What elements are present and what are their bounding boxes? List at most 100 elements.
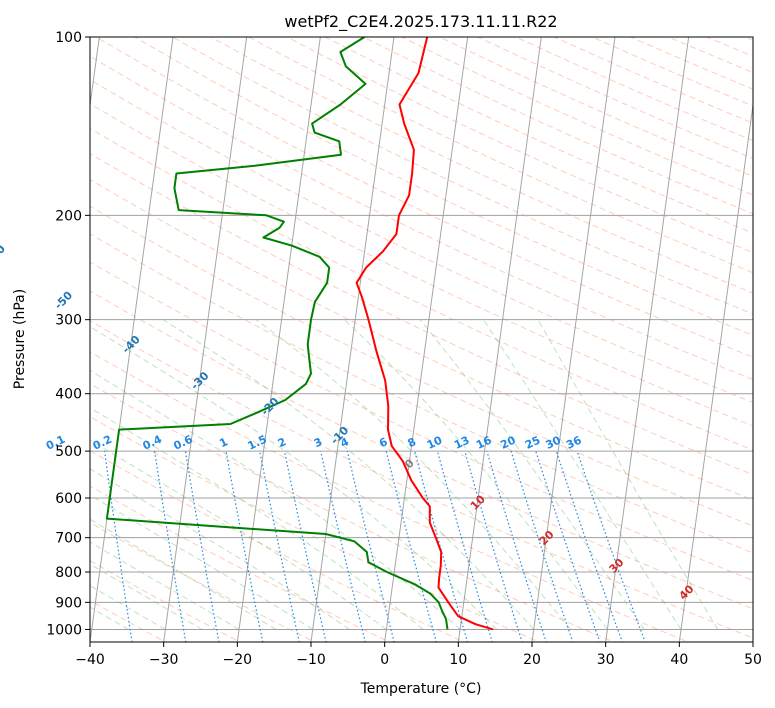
dry-adiabat xyxy=(90,450,466,642)
y-tick-label: 200 xyxy=(55,208,82,224)
mixing-ratio-label: 13 xyxy=(452,434,471,452)
mixing-ratio-label: 20 xyxy=(498,433,518,451)
moist-adiabat xyxy=(255,319,571,630)
profile-lines xyxy=(105,37,494,631)
x-tick-label: −40 xyxy=(75,652,105,668)
dry-adiabat xyxy=(134,37,753,336)
dry-adiabat xyxy=(439,37,753,178)
x-tick-label: 20 xyxy=(523,652,541,668)
mixing-ratio-line xyxy=(414,450,469,642)
mixing-ratio-line xyxy=(535,450,601,642)
mixing-ratio-line xyxy=(555,450,623,642)
dewpoint-profile-line xyxy=(105,37,449,630)
x-tick-label: 50 xyxy=(744,652,762,668)
y-tick-label: 1000 xyxy=(46,622,82,638)
mixing-ratio-label: 16 xyxy=(474,433,494,451)
mixing-ratio-line xyxy=(154,451,187,642)
isotherm-label: 10 xyxy=(468,492,488,512)
moist-adiabat xyxy=(90,439,387,630)
mixing-ratio-label: 30 xyxy=(543,433,563,451)
mixing-ratio-line xyxy=(283,450,327,642)
mixing-ratio-label: 2 xyxy=(276,435,288,450)
moist-adiabat xyxy=(419,319,645,630)
moist-adiabat xyxy=(90,585,166,630)
isotherm xyxy=(163,37,248,642)
dry-adiabat xyxy=(90,261,753,582)
isotherm-label: -40 xyxy=(120,333,143,356)
y-axis-label: Pressure (hPa) xyxy=(12,289,28,389)
dry-adiabat xyxy=(210,37,753,294)
y-tick-label: 700 xyxy=(55,531,82,547)
dry-adiabat xyxy=(90,233,753,554)
dry-adiabat xyxy=(90,522,316,642)
moist-adiabat xyxy=(90,407,424,630)
isotherm xyxy=(752,638,753,642)
mixing-ratio-line xyxy=(510,450,574,642)
x-tick-label: 40 xyxy=(670,652,688,668)
isotherm xyxy=(236,37,321,642)
dry-adiabat xyxy=(286,37,753,254)
x-tick-label: 0 xyxy=(380,652,389,668)
x-tick-label: −30 xyxy=(149,652,179,668)
mixing-ratio-line xyxy=(184,451,220,642)
moist-adiabat xyxy=(90,518,277,630)
y-tick-label: 500 xyxy=(55,444,82,460)
dry-adiabat xyxy=(706,37,753,57)
moist-adiabat xyxy=(162,319,535,630)
x-axis-label: Temperature (°C) xyxy=(360,681,482,697)
plot-frame xyxy=(89,36,754,643)
isotherm-label: 20 xyxy=(537,528,557,548)
isotherm-label: -60 xyxy=(0,242,8,265)
y-tick-label: 600 xyxy=(55,491,82,507)
isotherm-label: -20 xyxy=(258,395,281,418)
isotherm xyxy=(678,101,753,642)
dry-adiabat xyxy=(90,79,753,404)
mixing-ratio-label: 0.6 xyxy=(171,433,194,453)
mixing-ratio-line xyxy=(346,450,395,642)
mixing-ratio-label: 8 xyxy=(406,435,418,450)
mixing-ratio-label: 6 xyxy=(377,435,390,450)
y-tick-label: 800 xyxy=(55,565,82,581)
dry-adiabat xyxy=(515,37,753,142)
mixing-ratio-line xyxy=(385,450,438,642)
mixing-ratio-line xyxy=(104,451,133,642)
dry-adiabat xyxy=(90,560,242,642)
chart-title: wetPf2_C2E4.2025.173.11.11.R22 xyxy=(284,12,557,32)
moist-adiabat xyxy=(90,468,350,630)
x-tick-label: 10 xyxy=(449,652,467,668)
mixing-ratio-line xyxy=(225,450,264,642)
mixing-ratio-label: 0.2 xyxy=(91,433,114,453)
moist-adiabat xyxy=(482,319,682,630)
dry-adiabat xyxy=(90,205,753,527)
dry-adiabat xyxy=(95,37,753,358)
isotherm xyxy=(384,37,469,642)
dry-adiabat xyxy=(172,37,753,315)
mixing-ratio-line xyxy=(259,450,300,642)
mixing-ratio-line xyxy=(576,450,646,642)
mixing-ratio-label: 25 xyxy=(523,434,542,452)
mixing-ratio-label: 10 xyxy=(425,433,445,451)
y-tick-label: 300 xyxy=(55,313,82,329)
dry-adiabat xyxy=(90,179,753,501)
moist-adiabat xyxy=(90,541,240,630)
isotherm xyxy=(457,37,542,642)
y-tick-label: 400 xyxy=(55,387,82,403)
isotherm xyxy=(605,37,690,642)
mixing-ratio-label: 36 xyxy=(564,433,584,451)
background-grid xyxy=(90,37,753,642)
dry-adiabat xyxy=(401,37,753,196)
mixing-ratio-line xyxy=(320,450,366,642)
dry-adiabat xyxy=(90,55,753,381)
dry-adiabat xyxy=(90,351,690,642)
moist-adiabat xyxy=(343,319,608,630)
isotherm xyxy=(310,37,395,642)
isotherm-label: 30 xyxy=(607,556,627,576)
mixing-ratio-label: 3 xyxy=(312,435,324,450)
isotherm xyxy=(531,37,616,642)
isotherm-label: -50 xyxy=(52,289,75,312)
moist-adiabat xyxy=(90,494,313,630)
isotherm-label: -30 xyxy=(188,369,211,392)
y-tick-label: 900 xyxy=(55,595,82,611)
